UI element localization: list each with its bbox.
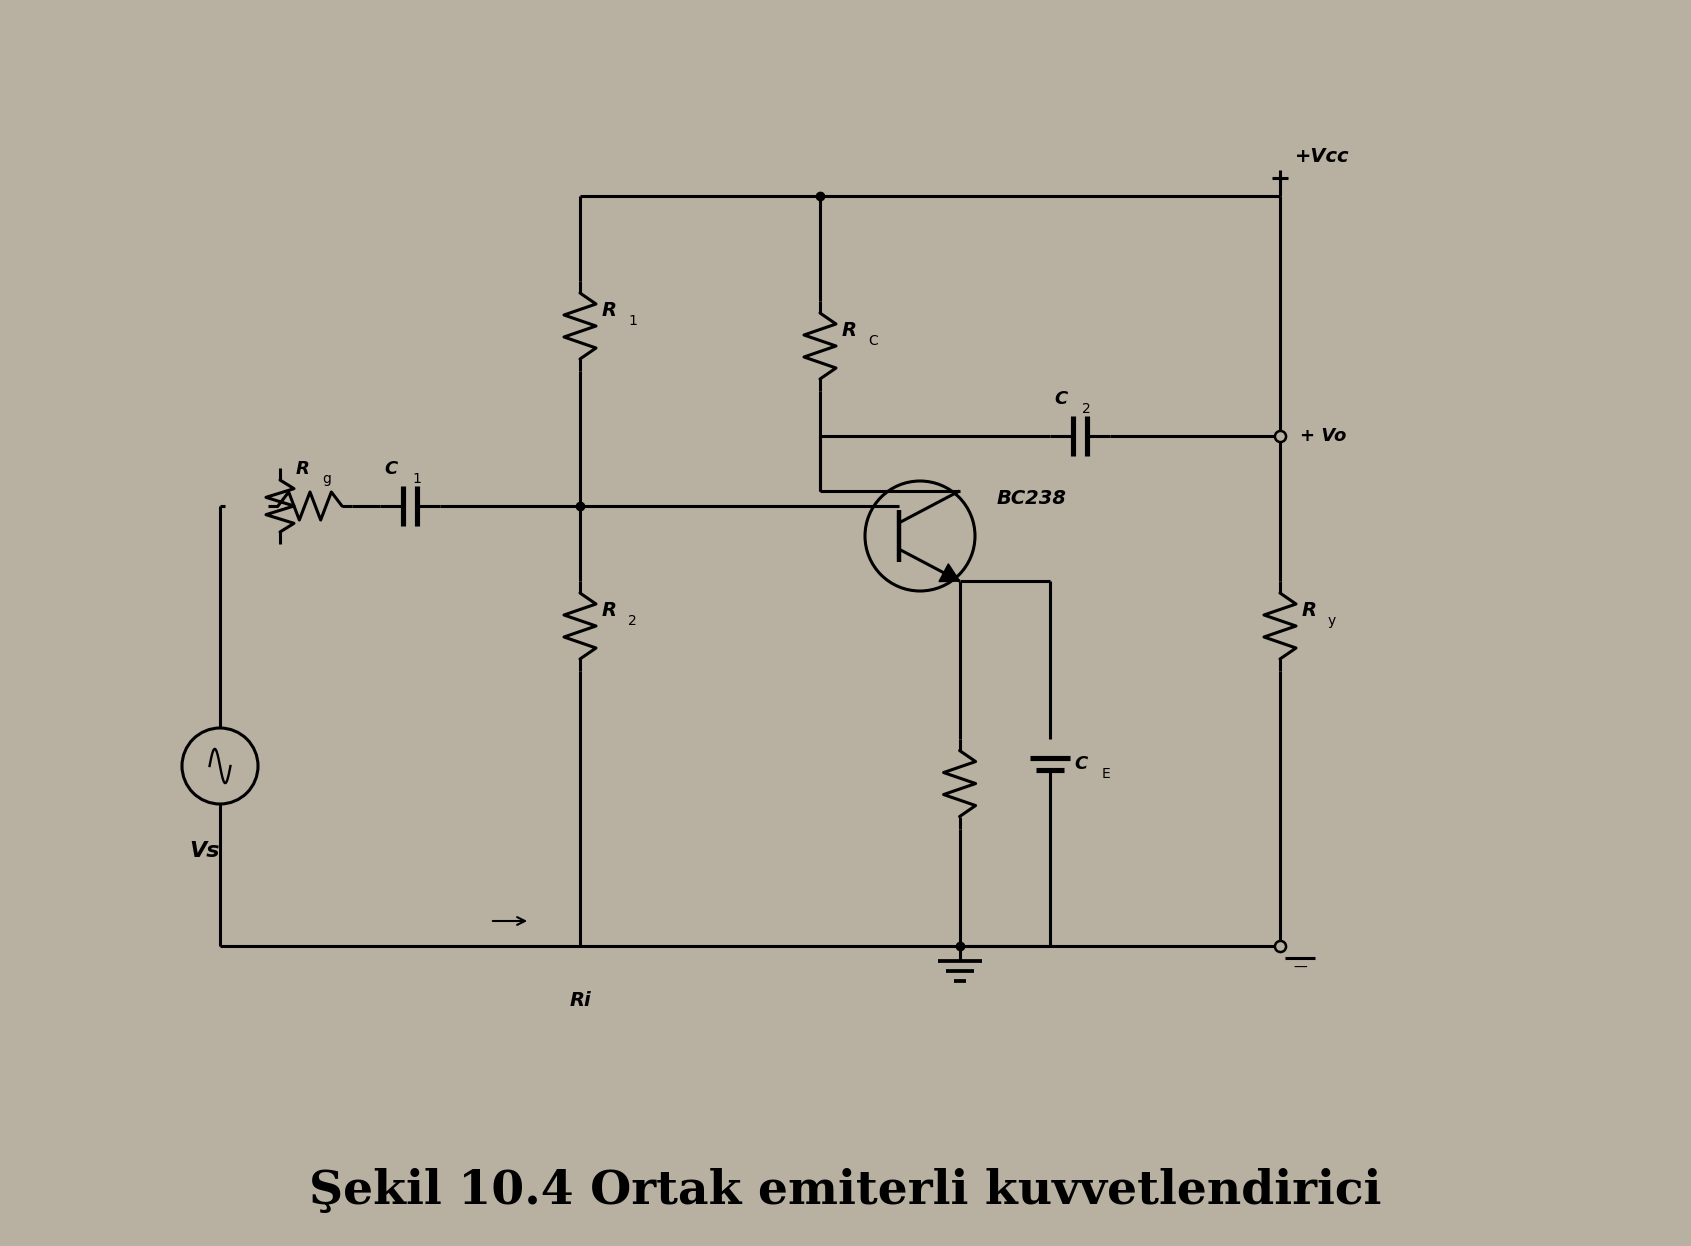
Text: R: R <box>602 302 617 320</box>
Text: BC238: BC238 <box>998 488 1067 507</box>
Text: g: g <box>321 472 331 486</box>
Text: Şekil 10.4 Ortak emiterli kuvvetlendirici: Şekil 10.4 Ortak emiterli kuvvetlendiric… <box>309 1168 1382 1214</box>
Text: R: R <box>602 602 617 621</box>
Text: C: C <box>1074 755 1087 773</box>
Text: R: R <box>842 321 857 340</box>
Text: C: C <box>867 334 878 348</box>
Text: R: R <box>1302 602 1317 621</box>
Text: 2: 2 <box>1082 402 1091 416</box>
Text: C: C <box>1055 390 1069 407</box>
Text: 2: 2 <box>627 614 638 628</box>
Text: 1: 1 <box>627 314 638 328</box>
Text: 1: 1 <box>413 472 421 486</box>
Text: Ri: Ri <box>570 991 590 1011</box>
Text: + Vo: + Vo <box>1300 427 1346 445</box>
Polygon shape <box>939 564 959 582</box>
Text: y: y <box>1327 614 1336 628</box>
Text: Vs: Vs <box>189 841 220 861</box>
Text: E: E <box>1101 766 1111 780</box>
Text: R: R <box>296 460 309 478</box>
Text: +Vcc: +Vcc <box>1295 147 1349 166</box>
Text: —: — <box>1294 961 1307 976</box>
Text: C: C <box>386 460 397 478</box>
